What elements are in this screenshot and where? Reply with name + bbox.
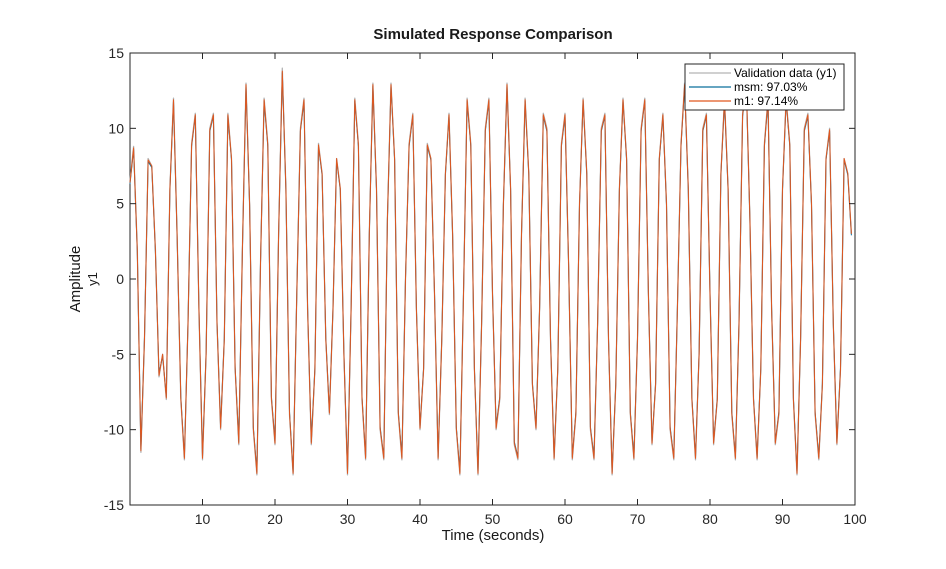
- y-axis-sublabel: y1: [85, 272, 100, 286]
- x-tick-label: 10: [195, 511, 211, 527]
- y-ticks: -15 -10 -5 0 5 10 15: [104, 45, 855, 513]
- x-tick-label: 20: [267, 511, 283, 527]
- y-tick-label: 5: [116, 196, 124, 212]
- legend-label-validation: Validation data (y1): [734, 66, 837, 80]
- legend-label-msm: msm: 97.03%: [734, 80, 808, 94]
- y-tick-label: 0: [116, 271, 124, 287]
- legend[interactable]: Validation data (y1) msm: 97.03% m1: 97.…: [684, 63, 845, 111]
- y-tick-label: -10: [104, 422, 124, 438]
- x-tick-label: 60: [557, 511, 573, 527]
- y-tick-label: 10: [108, 120, 124, 136]
- x-ticks: 10 20 30 40 50 60 70 80 90 100: [195, 53, 867, 527]
- x-tick-label: 100: [843, 511, 867, 527]
- series-group: [129, 67, 853, 476]
- x-tick-label: 30: [340, 511, 356, 527]
- x-tick-label: 50: [485, 511, 501, 527]
- y-axis-label: Amplitude: [67, 246, 84, 313]
- y-tick-label: -15: [104, 497, 124, 513]
- x-axis-label: Time (seconds): [442, 527, 545, 544]
- legend-label-m1: m1: 97.14%: [734, 94, 798, 108]
- x-tick-label: 90: [775, 511, 791, 527]
- series-line-2: [129, 70, 852, 474]
- y-tick-label: -5: [112, 346, 125, 362]
- y-tick-label: 15: [108, 45, 124, 61]
- chart-title: Simulated Response Comparison: [373, 26, 612, 43]
- x-tick-label: 40: [412, 511, 428, 527]
- x-tick-label: 70: [630, 511, 646, 527]
- x-tick-label: 80: [702, 511, 718, 527]
